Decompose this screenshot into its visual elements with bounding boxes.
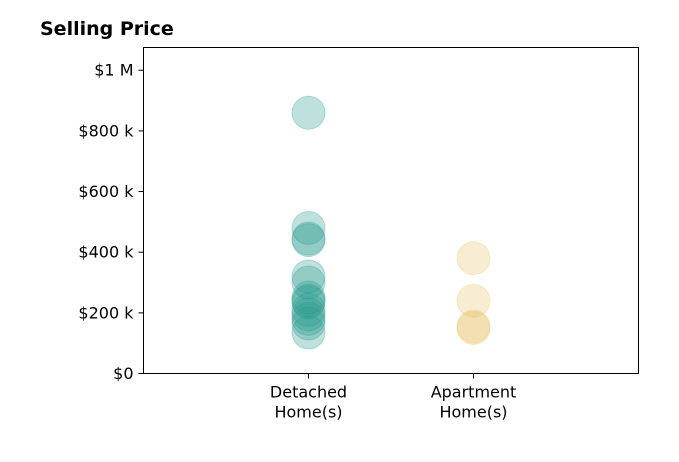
data-point	[456, 309, 491, 344]
data-point	[291, 223, 326, 258]
data-point	[456, 241, 491, 276]
data-point	[291, 292, 326, 327]
data-point	[291, 265, 326, 300]
data-point	[291, 297, 326, 332]
chart-title: Selling Price	[40, 18, 174, 40]
data-point	[291, 210, 326, 245]
y-tick-label: $400 k	[78, 243, 134, 262]
y-tick-label: $600 k	[78, 182, 134, 201]
y-tick-label: $0	[113, 364, 133, 383]
data-point	[291, 221, 326, 256]
data-point	[456, 283, 491, 318]
data-point	[291, 283, 326, 318]
y-tick-label: $200 k	[78, 303, 134, 322]
y-axis: $0 $200 k $400 k $600 k $800 k $1 M	[78, 61, 144, 383]
data-point	[291, 301, 326, 336]
data-point	[291, 95, 326, 130]
data-point	[291, 306, 326, 341]
x-tick-label: Apartment Home(s)	[431, 383, 517, 422]
data-point	[291, 280, 326, 315]
y-tick-label: $1 M	[94, 61, 133, 80]
x-axis: Detached Home(s) Apartment Home(s)	[270, 373, 517, 422]
y-tick-label: $800 k	[78, 121, 134, 140]
data-point	[291, 315, 326, 350]
data-point	[291, 259, 326, 294]
plot-area	[143, 47, 639, 374]
data-point	[291, 285, 326, 320]
data-point	[456, 311, 491, 346]
data-points	[291, 95, 491, 350]
x-tick-label: Detached Home(s)	[270, 383, 347, 422]
